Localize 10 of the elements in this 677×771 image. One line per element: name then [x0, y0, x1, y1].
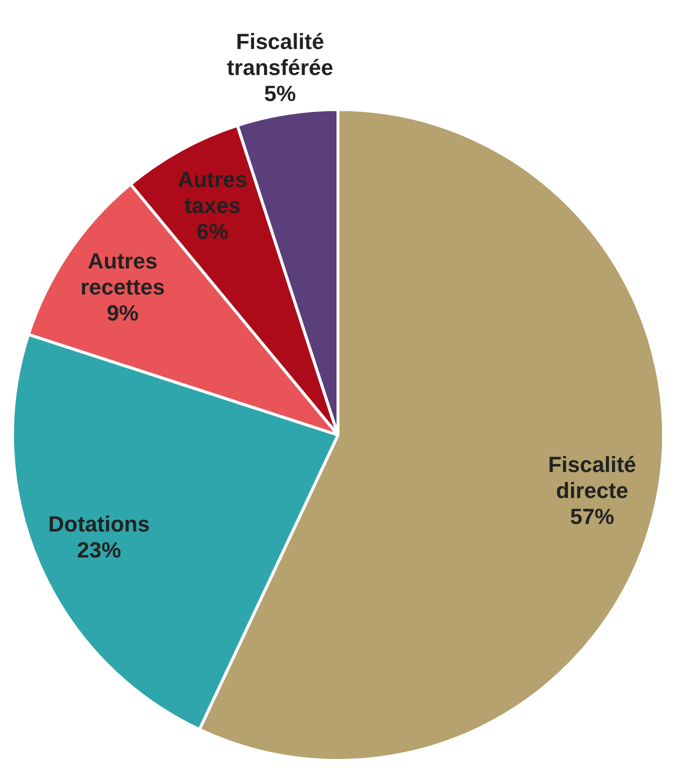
slice-label: Fiscalité transférée — [226, 29, 334, 80]
slice-label: Autres recettes — [80, 248, 165, 300]
slice-label: Dotations — [48, 511, 150, 536]
data-label: 9% — [106, 300, 139, 326]
slice-label: Fiscalité directe — [548, 452, 636, 503]
slice-label: Autres taxes — [178, 166, 248, 218]
data-label: 6% — [196, 218, 228, 244]
data-label: 5% — [264, 81, 296, 106]
data-label: 23% — [76, 537, 122, 562]
data-label: 57% — [570, 504, 614, 529]
